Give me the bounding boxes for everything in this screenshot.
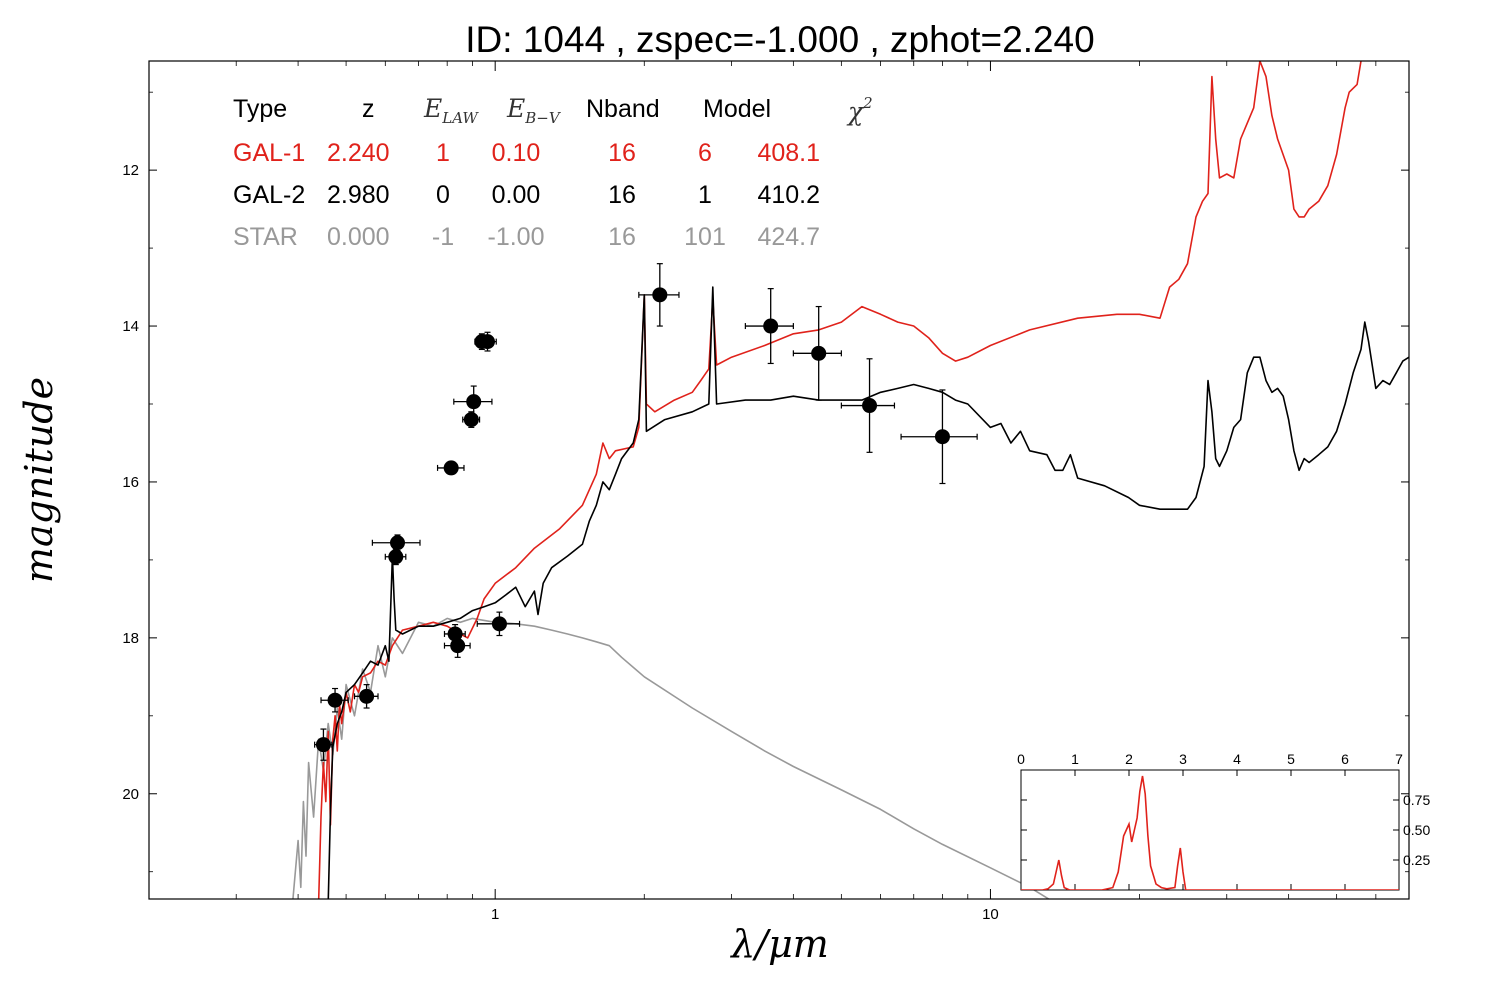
- observation-marker: [315, 737, 331, 753]
- inset-axes: 0 1 2 3 4 5 6 7 0.25 0.50 0.75: [1017, 751, 1430, 890]
- observation-marker: [491, 616, 507, 632]
- table-cell: GAL-2: [233, 181, 305, 209]
- y-tick-label: 12: [122, 162, 139, 179]
- x-axis-label: λ/μm: [729, 922, 829, 966]
- observation-point: [638, 263, 680, 327]
- observation-point: [320, 687, 349, 713]
- inset-y-tick-label: 0.50: [1403, 822, 1430, 838]
- table-cell: 408.1: [757, 139, 820, 167]
- table-cell: 0.000: [327, 223, 390, 251]
- observation-point: [453, 385, 493, 418]
- table-cell: 6: [698, 139, 712, 167]
- observation-point: [474, 333, 490, 351]
- inset-x-tick-label: 2: [1125, 751, 1133, 767]
- table-cell: STAR: [233, 223, 298, 251]
- y-axis-label: magnitude: [17, 377, 61, 583]
- table-cell: -1.00: [488, 223, 545, 251]
- table-cell: 1: [698, 181, 712, 209]
- inset-x-tick-label: 0: [1017, 751, 1025, 767]
- y-tick-label: 20: [122, 786, 139, 803]
- table-cell: 16: [608, 181, 636, 209]
- table-header-chi2: χ2: [846, 94, 873, 126]
- series-gal-2-line: [327, 286, 1409, 899]
- y-tick-label: 18: [122, 630, 139, 647]
- pdf-curve: [1021, 775, 1399, 890]
- observation-point: [371, 534, 421, 552]
- observation-marker: [474, 334, 490, 350]
- x-axis: 1 10: [235, 61, 1410, 923]
- observation-marker: [652, 287, 668, 303]
- table-header-model: Model: [703, 95, 771, 123]
- y-tick-label: 16: [122, 474, 139, 491]
- table-cell: -1: [432, 223, 454, 251]
- inset-y-tick-label: 0.75: [1403, 792, 1430, 808]
- series-star-line: [292, 617, 1051, 899]
- redshift-pdf-inset: 0 1 2 3 4 5 6 7 0.25 0.50 0.75: [1017, 751, 1430, 891]
- x-tick-label: 1: [491, 906, 499, 923]
- table-rows: GAL-1 2.240 1 0.10 16 6 408.1 GAL-2 2.980 0 0.00 16…: [233, 139, 820, 251]
- observations-layer: [314, 263, 978, 761]
- table-header-nband: Nband: [586, 95, 660, 123]
- fit-results-table: Type z ELAW EB−V Nband Model χ2: [233, 94, 873, 127]
- observation-point: [840, 358, 896, 453]
- observation-point: [476, 611, 521, 637]
- inset-x-tick-label: 1: [1071, 751, 1079, 767]
- table-cell: 16: [608, 223, 636, 251]
- chart-title: ID: 1044 , zspec=-1.000 , zphot=2.240: [465, 19, 1094, 60]
- inset-x-tick-label: 7: [1395, 751, 1403, 767]
- table-cell: 0: [436, 181, 450, 209]
- x-tick-label: 10: [982, 906, 999, 923]
- inset-x-tick-label: 4: [1233, 751, 1241, 767]
- table-header-ebv: EB−V: [506, 94, 562, 127]
- table-cell: 2.240: [327, 139, 390, 167]
- observation-marker: [466, 394, 482, 410]
- series-gal-1-line: [317, 61, 1362, 899]
- observation-marker: [862, 398, 878, 414]
- observation-point: [353, 684, 379, 709]
- observation-point: [436, 460, 465, 476]
- plot-frame: [148, 60, 1410, 900]
- table-cell: 0.10: [492, 139, 541, 167]
- inset-x-tick-label: 6: [1341, 751, 1349, 767]
- observation-point: [462, 411, 481, 428]
- observation-marker: [327, 692, 343, 708]
- table-header-type: Type: [233, 95, 287, 123]
- table-header-z: z: [362, 95, 375, 123]
- observation-marker: [359, 688, 375, 704]
- y-tick-label: 14: [122, 318, 139, 335]
- observation-point: [384, 548, 407, 566]
- observation-point: [744, 288, 794, 365]
- observation-marker: [450, 638, 466, 654]
- table-cell: 101: [684, 223, 726, 251]
- table-header-elaw: ELAW: [423, 94, 479, 127]
- observation-marker: [763, 318, 779, 334]
- inset-y-tick-label: 0.25: [1403, 852, 1430, 868]
- observation-point: [314, 728, 333, 761]
- observation-point: [900, 389, 978, 485]
- table-cell: GAL-1: [233, 139, 305, 167]
- inset-x-tick-label: 3: [1179, 751, 1187, 767]
- table-cell: 16: [608, 139, 636, 167]
- observation-marker: [388, 549, 404, 565]
- table-cell: 0.00: [492, 181, 541, 209]
- observation-marker: [934, 429, 950, 445]
- table-cell: 2.980: [327, 181, 390, 209]
- inset-x-tick-label: 5: [1287, 751, 1295, 767]
- observation-point: [443, 633, 471, 658]
- observation-marker: [811, 345, 827, 361]
- table-cell: 424.7: [757, 223, 820, 251]
- observation-marker: [389, 535, 405, 551]
- table-cell: 410.2: [757, 181, 820, 209]
- observation-point: [792, 305, 842, 401]
- table-cell: 1: [436, 139, 450, 167]
- observation-marker: [463, 412, 479, 428]
- observation-marker: [443, 460, 459, 476]
- inset-frame: [1020, 769, 1400, 891]
